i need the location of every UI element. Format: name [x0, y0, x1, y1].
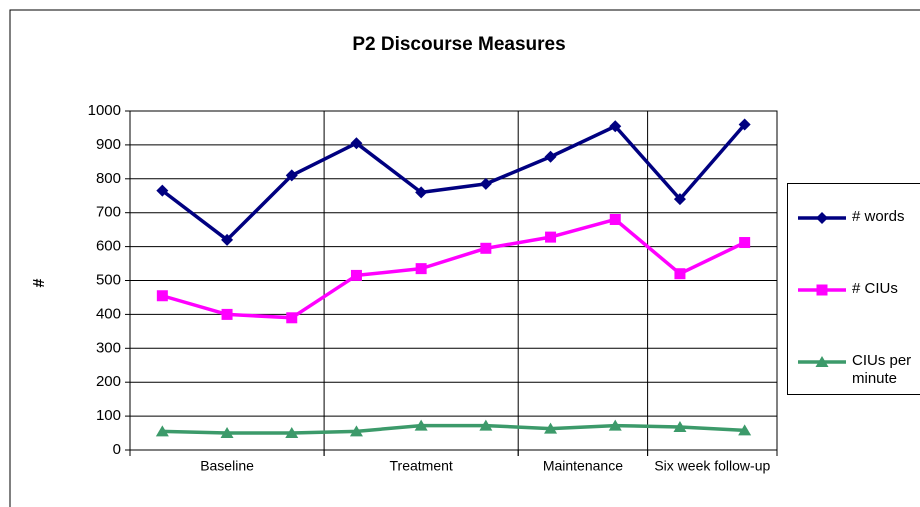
x-tick-label: Six week follow-up [654, 458, 770, 474]
legend-label: CIUs per minute [852, 352, 912, 387]
legend-label: # CIUs [852, 280, 898, 297]
series-line [162, 423, 745, 435]
y-tick-label: 0 [113, 441, 121, 458]
marker [816, 284, 828, 296]
series-line [161, 123, 746, 242]
legend-item: CIUs per minute [796, 352, 920, 392]
legend-item: # words [796, 208, 920, 248]
y-tick-label: 700 [96, 204, 121, 221]
chart-title: P2 Discourse Measures [352, 34, 565, 55]
marker [286, 312, 298, 324]
marker [414, 419, 428, 431]
marker [415, 263, 427, 275]
marker [673, 420, 687, 432]
marker [350, 137, 363, 150]
y-tick-label: 1000 [88, 102, 121, 119]
y-axis-label: # [31, 278, 48, 287]
marker [609, 213, 621, 225]
marker [544, 422, 558, 434]
y-tick-label: 400 [96, 305, 121, 322]
series-line [161, 217, 746, 320]
marker [156, 184, 169, 197]
x-tick-label: Maintenance [543, 458, 623, 474]
y-tick-label: 100 [96, 407, 121, 424]
marker [350, 269, 362, 281]
marker [544, 150, 557, 163]
marker [480, 242, 492, 254]
marker [285, 427, 299, 439]
marker [674, 268, 686, 280]
marker [479, 419, 493, 431]
y-tick-label: 800 [96, 170, 121, 187]
marker [815, 356, 829, 367]
legend-item: # CIUs [796, 280, 920, 320]
y-tick-label: 900 [96, 136, 121, 153]
marker [738, 118, 751, 131]
legend-label: # words [852, 208, 905, 225]
legend: # words # CIUs CIUs per minute [787, 183, 920, 395]
marker [609, 120, 622, 133]
marker [221, 308, 233, 320]
marker [221, 233, 234, 246]
marker [816, 212, 828, 224]
marker [156, 290, 168, 302]
marker [608, 419, 622, 431]
legend-swatch [798, 284, 846, 296]
y-tick-label: 300 [96, 339, 121, 356]
marker [673, 193, 686, 206]
marker [285, 169, 298, 182]
y-tick-label: 600 [96, 238, 121, 255]
marker [738, 424, 752, 436]
marker [220, 427, 234, 439]
marker [155, 425, 169, 437]
marker [545, 231, 557, 243]
x-tick-label: Baseline [200, 458, 254, 474]
legend-swatch [798, 212, 846, 224]
x-tick-label: Treatment [390, 458, 453, 474]
marker [479, 177, 492, 190]
y-tick-label: 500 [96, 271, 121, 288]
marker [415, 186, 428, 199]
y-tick-label: 200 [96, 373, 121, 390]
marker [739, 237, 751, 249]
legend-swatch [798, 356, 846, 367]
marker [349, 425, 363, 437]
